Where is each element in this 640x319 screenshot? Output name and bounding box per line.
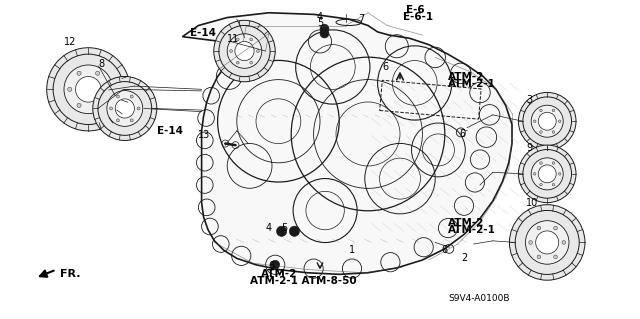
Circle shape xyxy=(531,105,563,137)
Text: ATM-2-1: ATM-2-1 xyxy=(448,78,496,89)
Circle shape xyxy=(559,120,561,122)
Circle shape xyxy=(130,119,133,122)
Text: 8: 8 xyxy=(99,59,105,69)
Circle shape xyxy=(537,226,541,230)
Text: 6: 6 xyxy=(442,245,448,256)
Text: E-14: E-14 xyxy=(157,126,183,136)
Text: FR.: FR. xyxy=(60,269,81,279)
Circle shape xyxy=(93,77,157,140)
Circle shape xyxy=(109,107,113,110)
Circle shape xyxy=(236,38,239,41)
Circle shape xyxy=(540,162,542,164)
Circle shape xyxy=(538,165,556,183)
Circle shape xyxy=(320,24,329,33)
Circle shape xyxy=(525,221,569,264)
Text: 9: 9 xyxy=(526,143,532,153)
Circle shape xyxy=(105,87,109,92)
Circle shape xyxy=(95,71,100,75)
Circle shape xyxy=(257,50,259,52)
Circle shape xyxy=(320,29,329,38)
Circle shape xyxy=(107,91,143,126)
Text: 7: 7 xyxy=(358,14,365,24)
Circle shape xyxy=(115,99,134,118)
Circle shape xyxy=(518,145,576,203)
Circle shape xyxy=(230,50,232,52)
Circle shape xyxy=(552,162,555,164)
Text: 12: 12 xyxy=(64,37,76,47)
Text: S9V4-A0100B: S9V4-A0100B xyxy=(448,294,509,303)
Circle shape xyxy=(554,255,557,259)
Circle shape xyxy=(518,93,576,150)
Circle shape xyxy=(531,158,563,190)
Circle shape xyxy=(137,107,140,110)
Circle shape xyxy=(540,109,542,112)
Text: E-14: E-14 xyxy=(190,28,216,38)
Circle shape xyxy=(47,48,130,131)
Circle shape xyxy=(95,103,100,108)
Text: E-6: E-6 xyxy=(406,4,425,15)
Circle shape xyxy=(77,103,81,108)
Circle shape xyxy=(552,109,555,112)
Circle shape xyxy=(537,255,541,259)
Text: 2: 2 xyxy=(461,253,467,263)
Circle shape xyxy=(559,173,561,175)
Circle shape xyxy=(552,131,555,133)
Circle shape xyxy=(509,205,585,280)
Circle shape xyxy=(68,87,72,92)
Text: E-6-1: E-6-1 xyxy=(403,11,433,22)
Circle shape xyxy=(77,71,81,75)
Circle shape xyxy=(552,183,555,186)
Circle shape xyxy=(271,260,280,269)
Text: 5: 5 xyxy=(317,18,323,28)
Circle shape xyxy=(64,65,113,114)
Circle shape xyxy=(250,38,253,41)
Circle shape xyxy=(536,231,559,254)
Text: 6: 6 xyxy=(383,62,389,72)
Polygon shape xyxy=(182,13,512,274)
Text: 5: 5 xyxy=(282,223,288,233)
Circle shape xyxy=(116,95,120,98)
Circle shape xyxy=(529,241,532,244)
Circle shape xyxy=(289,226,300,236)
Circle shape xyxy=(236,61,239,64)
Circle shape xyxy=(534,173,536,175)
Circle shape xyxy=(227,34,262,68)
Text: 6: 6 xyxy=(269,261,275,271)
Circle shape xyxy=(235,41,254,61)
Circle shape xyxy=(538,112,556,130)
Text: ATM-2: ATM-2 xyxy=(448,71,484,82)
Circle shape xyxy=(540,183,542,186)
Text: ATM-2: ATM-2 xyxy=(448,218,484,228)
Circle shape xyxy=(554,226,557,230)
Circle shape xyxy=(130,95,133,98)
Circle shape xyxy=(214,20,275,82)
Circle shape xyxy=(250,61,253,64)
Text: 1: 1 xyxy=(349,245,355,256)
Text: 13: 13 xyxy=(198,130,211,140)
Circle shape xyxy=(116,119,120,122)
Text: 4: 4 xyxy=(317,11,323,22)
Bar xyxy=(380,80,481,119)
Circle shape xyxy=(276,226,287,236)
Circle shape xyxy=(540,131,542,133)
Text: 10: 10 xyxy=(526,197,538,208)
Text: ATM-2-1: ATM-2-1 xyxy=(448,225,496,235)
Text: 6: 6 xyxy=(460,129,466,139)
Circle shape xyxy=(534,120,536,122)
Text: 11: 11 xyxy=(227,34,239,44)
Text: 4: 4 xyxy=(266,223,272,233)
Circle shape xyxy=(76,77,101,102)
Text: ATM-2: ATM-2 xyxy=(261,269,298,279)
Text: ATM-2-1 ATM-8-50: ATM-2-1 ATM-8-50 xyxy=(250,276,356,286)
Text: 3: 3 xyxy=(526,95,532,106)
Circle shape xyxy=(562,241,566,244)
